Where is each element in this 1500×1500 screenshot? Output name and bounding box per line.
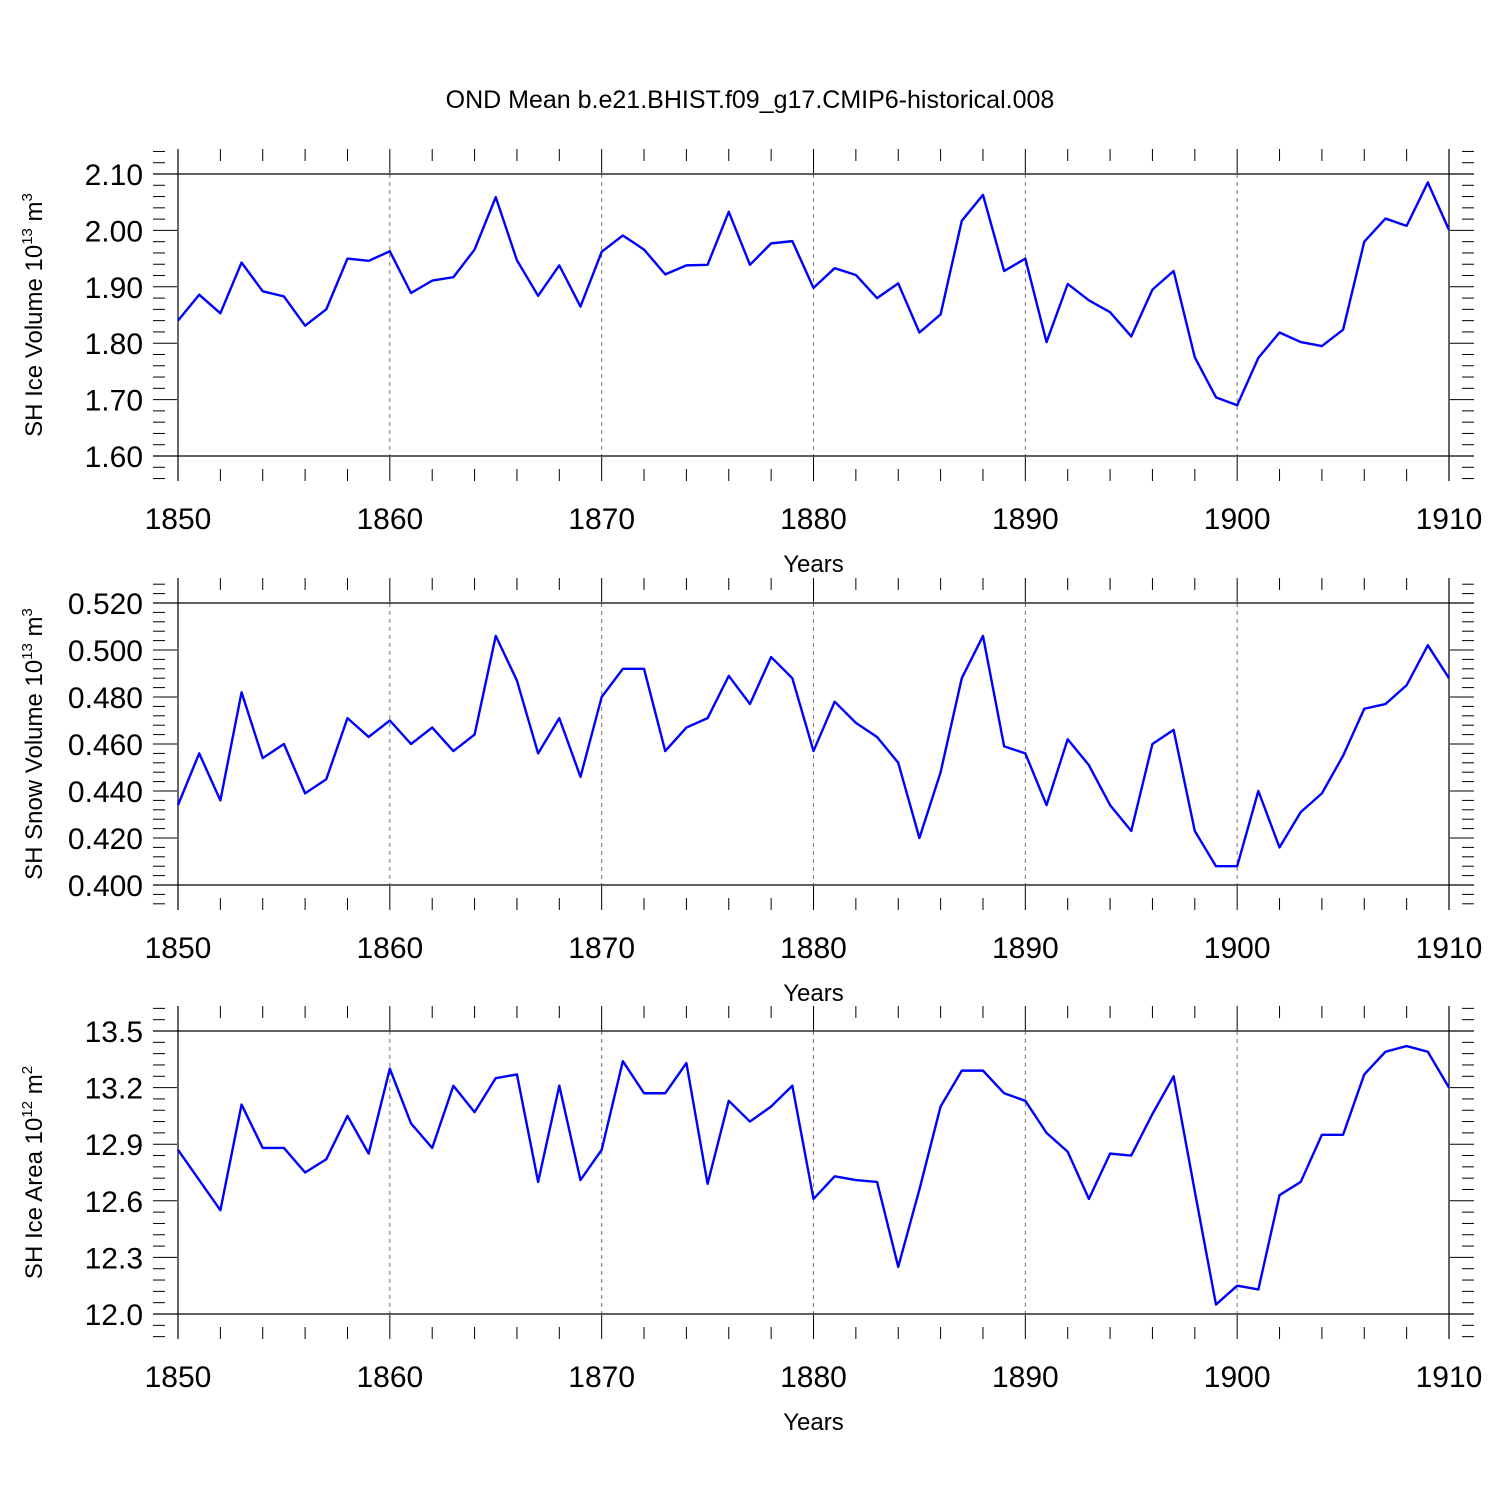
y-axis-title-part: 3 xyxy=(19,193,36,201)
x-axis-title: Years xyxy=(783,551,844,578)
y-axis-title: SH Ice Area 1012 m2 xyxy=(19,1066,48,1279)
x-tick-label: 1890 xyxy=(992,503,1059,536)
y-axis-title-part: m xyxy=(21,616,48,643)
y-tick-label: 13.2 xyxy=(85,1073,143,1106)
x-tick-label: 1850 xyxy=(145,932,212,965)
x-tick-label: 1880 xyxy=(780,1361,847,1394)
x-tick-label: 1910 xyxy=(1416,932,1483,965)
x-tick-label: 1870 xyxy=(568,503,635,536)
y-axis-title-part: 3 xyxy=(19,608,36,616)
x-axis-title: Years xyxy=(783,1409,844,1436)
y-tick-label: 0.520 xyxy=(68,588,143,621)
y-axis-title-part: SH Ice Area 10 xyxy=(21,1118,48,1279)
data-line xyxy=(176,634,1451,868)
y-axis-title-part: SH Ice Volume 10 xyxy=(21,245,48,437)
x-tick-label: 1850 xyxy=(145,503,212,536)
panel-ice-volume: 1.60 1.70 1.80 1.90 2.00 2.10 1850 1860 1870 1880… xyxy=(19,149,1482,578)
y-axis-title-part: 13 xyxy=(19,643,36,660)
x-tick-label: 1900 xyxy=(1204,503,1271,536)
x-tick-label: 1880 xyxy=(780,503,847,536)
figure-title: OND Mean b.e21.BHIST.f09_g17.CMIP6-histo… xyxy=(445,86,1055,114)
x-tick-label: 1860 xyxy=(356,503,423,536)
panel-ice-area: 12.0 12.3 12.6 12.9 13.2 13.5 1850 1860 1870 1880… xyxy=(19,1006,1482,1436)
x-tick-label: 1900 xyxy=(1204,932,1271,965)
panel-snow-volume: 0.400 0.420 0.440 0.460 0.480 0.500 0.520 1850 1… xyxy=(19,578,1482,1007)
y-axis-title-part: m xyxy=(21,201,48,228)
y-tick-label: 13.5 xyxy=(85,1016,143,1049)
y-axis-title-part: 12 xyxy=(19,1101,36,1118)
x-tick-label: 1910 xyxy=(1416,503,1483,536)
y-axis-title-part: 2 xyxy=(19,1066,36,1074)
data-line xyxy=(177,1044,1451,1306)
y-axis-title-part: m xyxy=(21,1074,48,1101)
x-tick-label: 1890 xyxy=(992,1361,1059,1394)
y-axis-title-part: 13 xyxy=(19,228,36,245)
x-tick-label: 1860 xyxy=(356,932,423,965)
y-tick-label: 1.60 xyxy=(85,441,143,474)
x-tick-label: 1860 xyxy=(356,1361,423,1394)
y-tick-label: 12.3 xyxy=(85,1242,143,1275)
y-tick-label: 1.70 xyxy=(85,385,143,418)
data-line xyxy=(177,181,1451,407)
x-tick-label: 1880 xyxy=(780,932,847,965)
y-tick-label: 12.6 xyxy=(85,1186,143,1219)
y-tick-label: 12.9 xyxy=(85,1129,143,1162)
y-tick-label: 2.00 xyxy=(85,215,143,248)
x-tick-label: 1870 xyxy=(568,1361,635,1394)
x-tick-label: 1870 xyxy=(568,932,635,965)
x-tick-label: 1910 xyxy=(1416,1361,1483,1394)
y-axis-title: SH Snow Volume 1013 m3 xyxy=(19,608,48,880)
y-tick-label: 12.0 xyxy=(85,1299,143,1332)
y-tick-label: 0.440 xyxy=(68,776,143,809)
y-tick-label: 0.480 xyxy=(68,682,143,715)
x-tick-label: 1850 xyxy=(145,1361,212,1394)
y-tick-label: 0.500 xyxy=(68,635,143,668)
x-tick-label: 1890 xyxy=(992,932,1059,965)
x-axis-title: Years xyxy=(783,980,844,1007)
y-axis-title-part: SH Snow Volume 10 xyxy=(21,660,48,880)
y-tick-label: 1.90 xyxy=(85,272,143,305)
y-tick-label: 0.400 xyxy=(68,870,143,903)
y-axis-title: SH Ice Volume 1013 m3 xyxy=(19,193,48,437)
y-tick-label: 1.80 xyxy=(85,328,143,361)
y-tick-label: 0.420 xyxy=(68,823,143,856)
y-tick-label: 0.460 xyxy=(68,729,143,762)
x-tick-label: 1900 xyxy=(1204,1361,1271,1394)
y-tick-label: 2.10 xyxy=(85,159,143,192)
